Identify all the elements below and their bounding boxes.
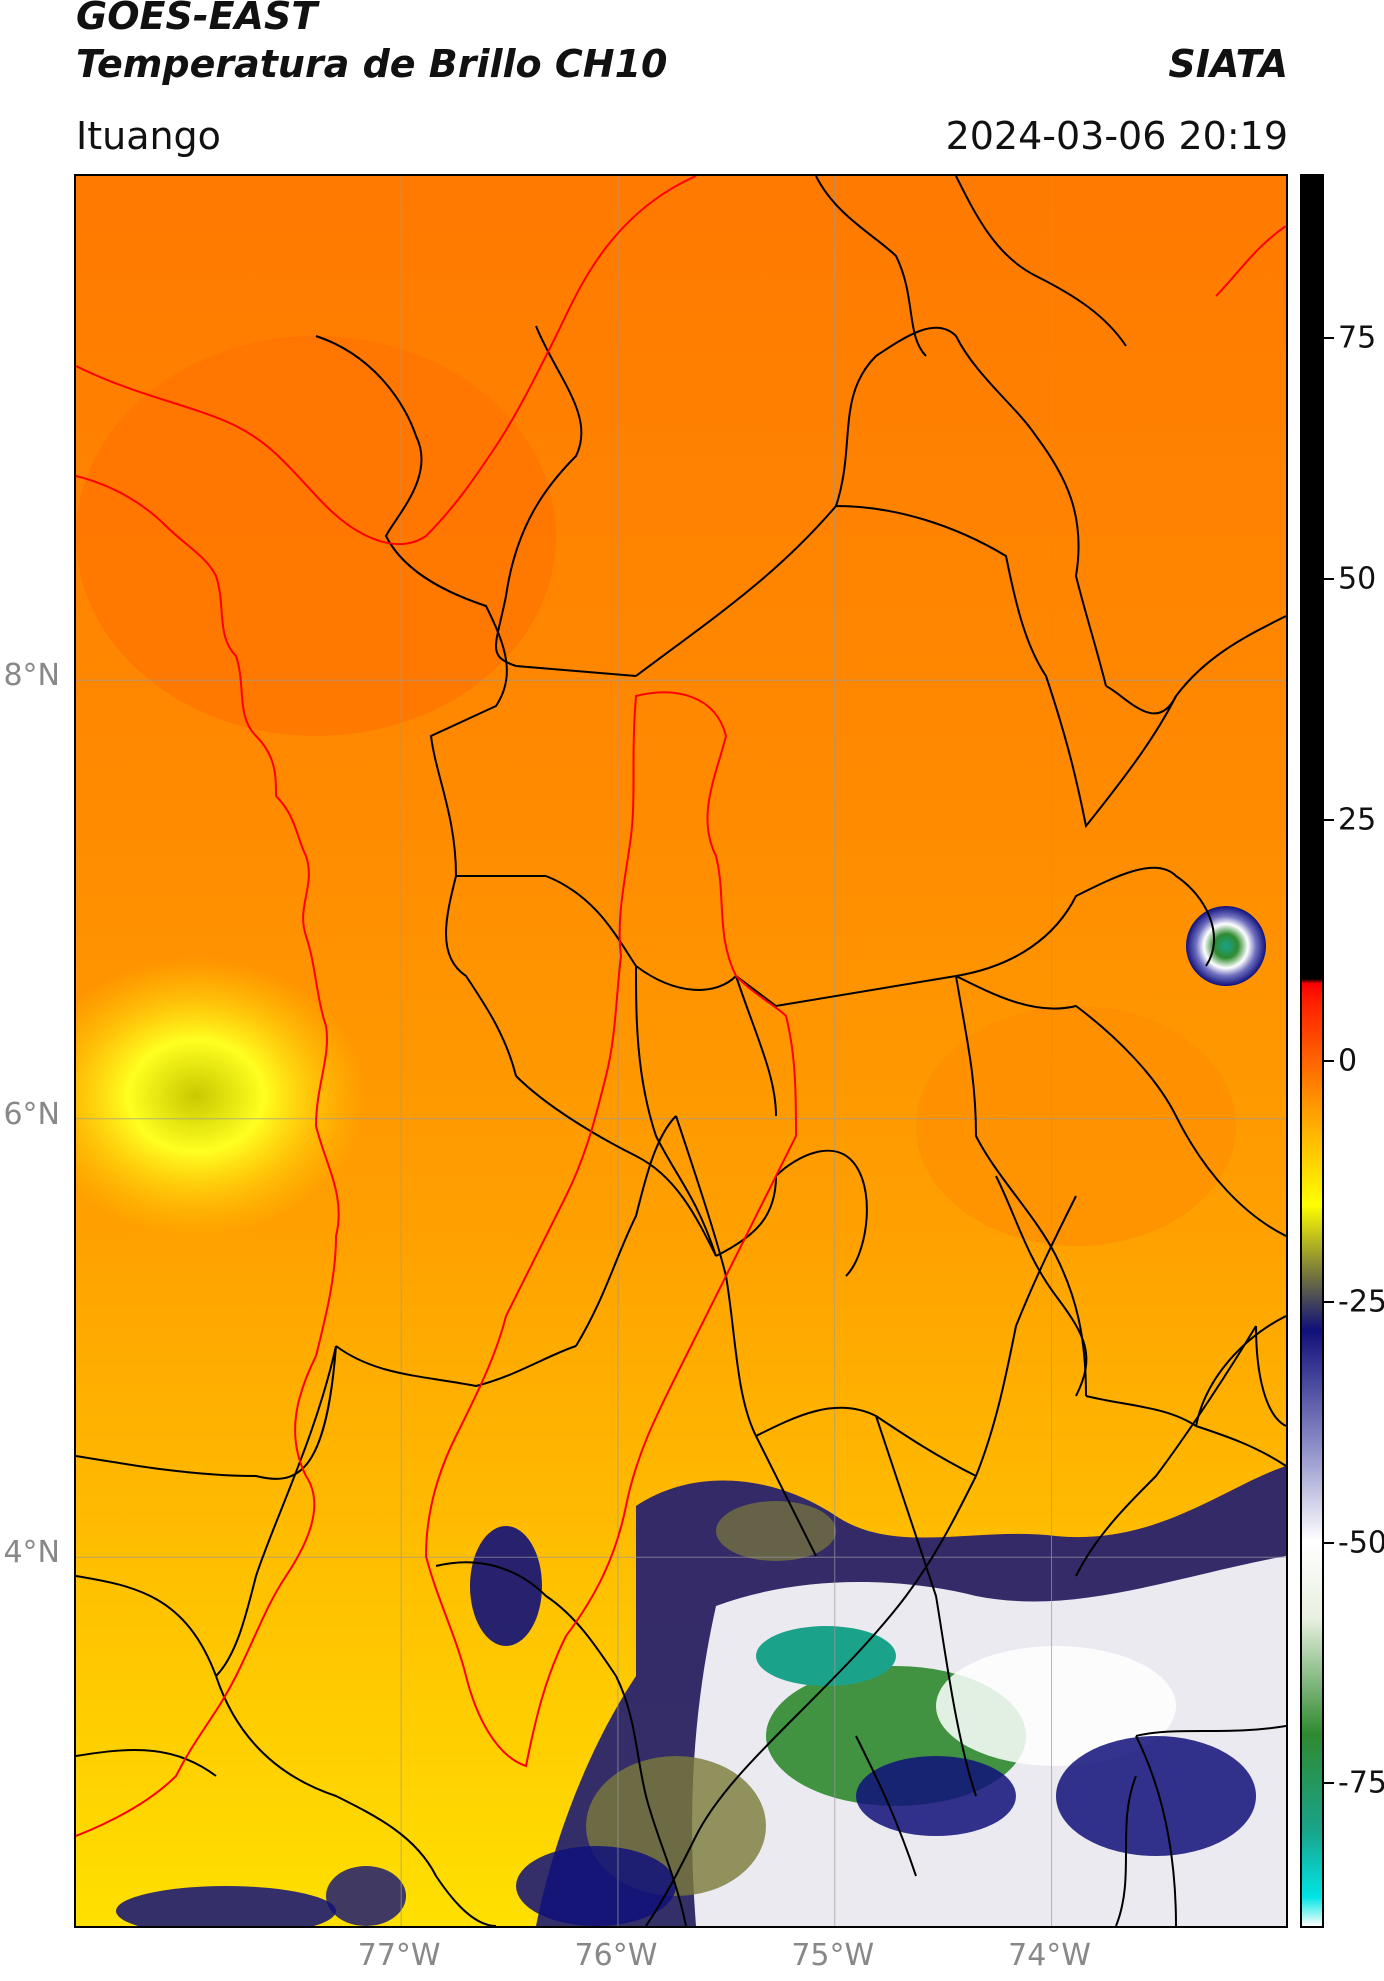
- lon-tick-label: 74°W: [1008, 1938, 1091, 1973]
- lon-tick-label: 76°W: [574, 1938, 658, 1973]
- river-basin-outline: [424, 691, 798, 1768]
- colorbar-tick-label: -50: [1338, 1525, 1384, 1560]
- colorbar-tick-mark: [1324, 1059, 1334, 1062]
- gridlines: [76, 176, 1286, 1926]
- map-canvas: [76, 176, 1286, 1926]
- organization-label: SIATA: [1168, 42, 1288, 86]
- colorbar: [1300, 174, 1324, 1928]
- product-title: Temperatura de Brillo CH10: [76, 42, 668, 86]
- satellite-title: GOES-EAST: [76, 0, 318, 38]
- colorbar-tick-mark: [1324, 336, 1334, 339]
- warm-region: [76, 336, 556, 736]
- colorbar-tick-mark: [1324, 1782, 1334, 1785]
- lon-tick-label: 77°W: [357, 1938, 441, 1973]
- map-panel: [74, 174, 1288, 1928]
- timestamp-label: 2024-03-06 20:19: [945, 114, 1288, 158]
- location-label: Ituango: [76, 114, 221, 158]
- colorbar-tick-label: 25: [1338, 802, 1377, 838]
- colorbar-tick-mark: [1324, 1541, 1334, 1544]
- colorbar-tick-mark: [1324, 1300, 1334, 1303]
- colorbar-tick-label: -25: [1338, 1284, 1384, 1320]
- colorbar-tick-mark: [1324, 818, 1334, 821]
- lon-tick-label: 75°W: [791, 1938, 875, 1973]
- lat-tick-label: 4°N: [3, 1535, 60, 1571]
- convective-cell: [1186, 906, 1266, 986]
- lat-tick-label: 8°N: [3, 658, 60, 694]
- colorbar-tick-label: 75: [1338, 320, 1377, 356]
- admin-boundaries: [76, 176, 1286, 1926]
- warm-region-east: [916, 1006, 1236, 1246]
- colorbar-tick-label: 0: [1338, 1043, 1358, 1079]
- colorbar-tick-mark: [1324, 577, 1334, 580]
- colorbar-tick-label: -75: [1338, 1765, 1384, 1801]
- lat-tick-label: 6°N: [3, 1096, 60, 1132]
- colorbar-tick-label: 50: [1338, 561, 1377, 597]
- cool-region-pacific: [76, 956, 366, 1236]
- coastline: [76, 176, 1286, 1837]
- cloud-band: [116, 1466, 1286, 1926]
